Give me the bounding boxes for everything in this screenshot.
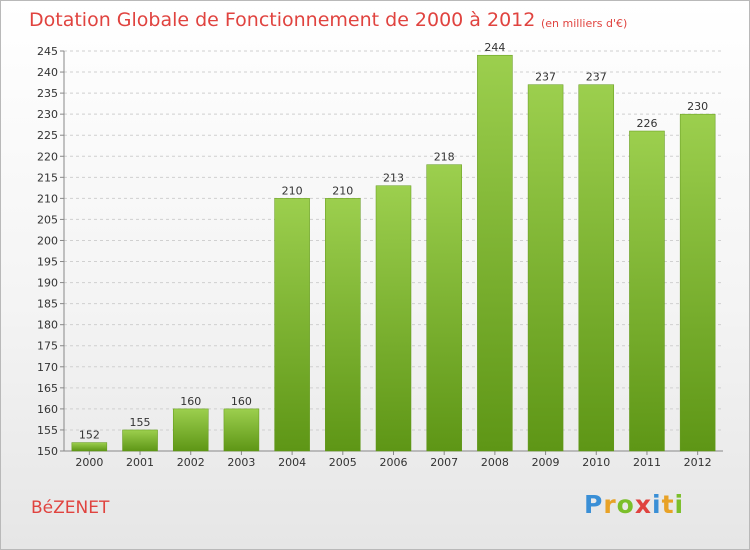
y-tick-label: 175 — [37, 340, 58, 353]
value-label: 237 — [586, 71, 607, 84]
value-label: 226 — [636, 117, 657, 130]
y-tick-label: 240 — [37, 66, 58, 79]
value-label: 155 — [130, 416, 151, 429]
bar — [325, 198, 361, 452]
proxiti-logo: Proxiti — [584, 490, 684, 519]
y-tick-label: 170 — [37, 361, 58, 374]
x-tick-label: 2005 — [329, 456, 357, 469]
value-label: 213 — [383, 172, 404, 185]
y-tick-label: 230 — [37, 108, 58, 121]
y-tick-label: 205 — [37, 213, 58, 226]
bar — [629, 130, 665, 452]
x-tick-label: 2012 — [684, 456, 712, 469]
chart-subtitle: (en milliers d'€) — [541, 17, 628, 30]
bar — [477, 54, 513, 452]
x-tick-label: 2004 — [278, 456, 306, 469]
value-label: 160 — [231, 395, 252, 408]
y-tick-label: 190 — [37, 277, 58, 290]
x-tick-label: 2007 — [430, 456, 458, 469]
value-label: 152 — [79, 429, 100, 442]
y-tick-label: 180 — [37, 319, 58, 332]
bar — [578, 84, 615, 452]
value-label: 237 — [535, 71, 556, 84]
bar — [527, 84, 564, 452]
logo-letter: P — [584, 490, 604, 519]
logo-letter: t — [661, 490, 675, 519]
bar — [679, 113, 716, 452]
bar — [172, 408, 209, 452]
y-tick-label: 225 — [37, 129, 58, 142]
x-tick-label: 2001 — [126, 456, 154, 469]
y-tick-label: 165 — [37, 382, 58, 395]
bar — [426, 164, 462, 452]
x-tick-label: 2011 — [633, 456, 661, 469]
y-tick-label: 200 — [37, 234, 58, 247]
x-tick-label: 2000 — [75, 456, 103, 469]
logo-letter: i — [652, 490, 662, 519]
x-tick-label: 2009 — [532, 456, 560, 469]
logo-letter: i — [674, 490, 685, 519]
y-tick-label: 155 — [37, 424, 58, 437]
y-tick-label: 160 — [37, 403, 58, 416]
x-tick-label: 2003 — [227, 456, 255, 469]
x-tick-label: 2010 — [582, 456, 610, 469]
bar — [274, 198, 310, 452]
y-tick-label: 150 — [37, 445, 58, 458]
y-tick-label: 245 — [37, 45, 58, 58]
x-tick-label: 2002 — [177, 456, 205, 469]
value-label: 160 — [180, 395, 201, 408]
value-label: 210 — [332, 184, 353, 197]
y-tick-label: 210 — [37, 192, 58, 205]
bar — [375, 185, 412, 452]
value-label: 230 — [687, 100, 708, 113]
bar — [71, 442, 108, 452]
value-label: 244 — [484, 41, 505, 54]
chart-title: Dotation Globale de Fonctionnement de 20… — [29, 9, 536, 31]
x-tick-label: 2008 — [481, 456, 509, 469]
commune-name: BéZENET — [31, 498, 110, 518]
logo-letter: o — [616, 490, 635, 519]
y-tick-label: 220 — [37, 150, 58, 163]
y-tick-label: 215 — [37, 171, 58, 184]
logo-letter: r — [603, 490, 617, 519]
y-tick-label: 235 — [37, 87, 58, 100]
y-tick-label: 195 — [37, 256, 58, 269]
bar — [122, 429, 158, 452]
value-label: 218 — [434, 151, 455, 164]
x-tick-label: 2006 — [380, 456, 408, 469]
y-tick-label: 185 — [37, 298, 58, 311]
logo-letter: x — [634, 490, 652, 519]
bar — [223, 408, 260, 452]
value-label: 210 — [282, 184, 303, 197]
